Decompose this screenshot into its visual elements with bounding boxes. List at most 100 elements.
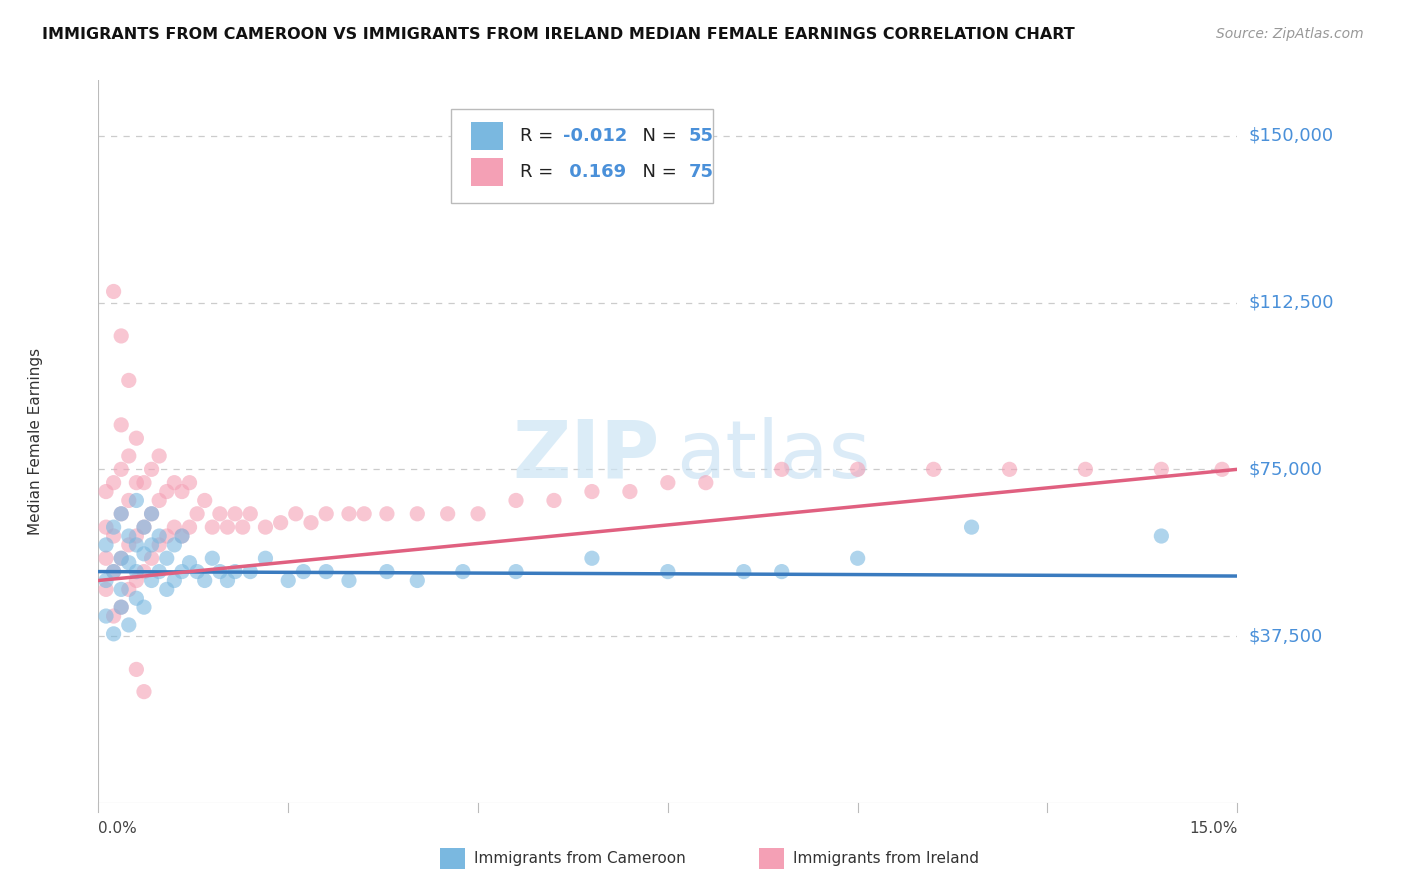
Point xyxy=(118,373,141,387)
Point xyxy=(846,462,869,476)
Point xyxy=(141,538,163,552)
Point xyxy=(581,551,603,566)
Point xyxy=(254,551,277,566)
Point xyxy=(170,529,193,543)
Point xyxy=(141,574,163,588)
Point xyxy=(132,520,155,534)
Text: atlas: atlas xyxy=(676,417,870,495)
Point xyxy=(110,417,132,432)
Point xyxy=(217,574,239,588)
FancyBboxPatch shape xyxy=(759,847,785,870)
Point xyxy=(186,507,208,521)
Point xyxy=(110,582,132,597)
Point xyxy=(960,520,983,534)
Point xyxy=(132,520,155,534)
Point xyxy=(451,565,474,579)
Point xyxy=(277,574,299,588)
Point xyxy=(110,507,132,521)
Point xyxy=(657,565,679,579)
Point xyxy=(125,538,148,552)
Point xyxy=(170,484,193,499)
Point xyxy=(239,507,262,521)
Text: 0.0%: 0.0% xyxy=(98,821,138,836)
Point xyxy=(733,565,755,579)
Text: Immigrants from Ireland: Immigrants from Ireland xyxy=(793,851,979,866)
Point xyxy=(695,475,717,490)
Point xyxy=(141,507,163,521)
Point xyxy=(163,475,186,490)
Text: $37,500: $37,500 xyxy=(1249,627,1323,645)
Point xyxy=(132,475,155,490)
Point xyxy=(118,449,141,463)
Point xyxy=(163,520,186,534)
Point xyxy=(1211,462,1233,476)
Point xyxy=(217,520,239,534)
Point xyxy=(770,462,793,476)
Point xyxy=(315,507,337,521)
Text: 0.169: 0.169 xyxy=(562,163,626,181)
Point xyxy=(224,565,246,579)
Point xyxy=(436,507,458,521)
Text: N =: N = xyxy=(631,163,683,181)
Text: N =: N = xyxy=(631,127,683,145)
Point xyxy=(846,551,869,566)
Point xyxy=(118,538,141,552)
Point xyxy=(224,507,246,521)
Text: $150,000: $150,000 xyxy=(1249,127,1333,145)
Point xyxy=(375,507,398,521)
Point xyxy=(232,520,254,534)
Point xyxy=(110,600,132,615)
Point xyxy=(94,582,117,597)
Point xyxy=(141,551,163,566)
Point xyxy=(125,662,148,676)
Text: 75: 75 xyxy=(689,163,713,181)
Point xyxy=(118,618,141,632)
Point xyxy=(657,475,679,490)
Point xyxy=(239,565,262,579)
Point xyxy=(110,551,132,566)
Point xyxy=(315,565,337,579)
Point xyxy=(922,462,945,476)
Point xyxy=(1150,462,1173,476)
Point xyxy=(163,538,186,552)
Text: -0.012: -0.012 xyxy=(562,127,627,145)
Point xyxy=(194,493,217,508)
Point xyxy=(103,475,125,490)
Point xyxy=(186,565,208,579)
Text: R =: R = xyxy=(520,127,558,145)
Point xyxy=(505,493,527,508)
Point xyxy=(94,609,117,624)
Point xyxy=(125,493,148,508)
Point xyxy=(770,565,793,579)
Point xyxy=(103,529,125,543)
Point xyxy=(125,529,148,543)
Point xyxy=(292,565,315,579)
Point xyxy=(467,507,489,521)
Point xyxy=(125,475,148,490)
Point xyxy=(103,520,125,534)
Point xyxy=(194,574,217,588)
Point xyxy=(156,551,179,566)
Point xyxy=(208,507,231,521)
Point xyxy=(337,507,360,521)
Point xyxy=(406,574,429,588)
Point xyxy=(581,484,603,499)
Text: $75,000: $75,000 xyxy=(1249,460,1323,478)
Point xyxy=(254,520,277,534)
Point xyxy=(110,507,132,521)
Text: Immigrants from Cameroon: Immigrants from Cameroon xyxy=(474,851,686,866)
Point xyxy=(125,431,148,445)
Point xyxy=(406,507,429,521)
Point xyxy=(1074,462,1097,476)
Text: R =: R = xyxy=(520,163,558,181)
FancyBboxPatch shape xyxy=(471,122,503,150)
Point xyxy=(179,556,201,570)
Point xyxy=(118,529,141,543)
Text: $112,500: $112,500 xyxy=(1249,293,1334,311)
Point xyxy=(170,529,193,543)
FancyBboxPatch shape xyxy=(471,158,503,186)
Point xyxy=(299,516,322,530)
Text: Median Female Earnings: Median Female Earnings xyxy=(28,348,44,535)
Point xyxy=(148,449,170,463)
Point xyxy=(94,538,117,552)
